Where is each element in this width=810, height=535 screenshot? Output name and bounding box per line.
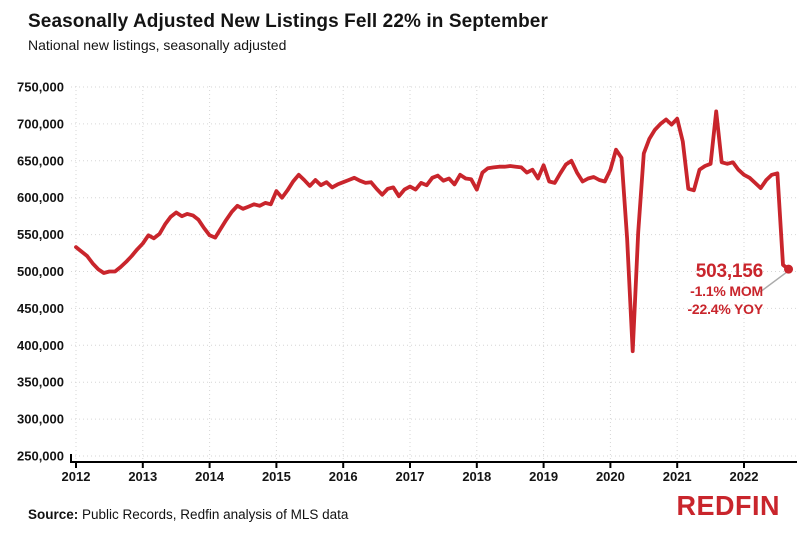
callout-connector-line: [759, 272, 787, 293]
page-title: Seasonally Adjusted New Listings Fell 22…: [28, 11, 548, 32]
x-tick-label: 2020: [596, 469, 625, 484]
x-tick-label: 2015: [262, 469, 291, 484]
y-tick-label: 700,000: [17, 116, 64, 131]
x-tick-label: 2017: [396, 469, 425, 484]
redfin-logo: REDFIN: [676, 490, 780, 522]
source-label: Source:: [28, 507, 79, 522]
latest-value-label: 503,156: [695, 261, 763, 282]
x-tick-label: 2022: [730, 469, 759, 484]
new-listings-series-line: [74, 109, 791, 354]
y-tick-label: 750,000: [17, 80, 64, 95]
latest-point-marker: [784, 264, 794, 274]
mom-change-label: -1.1% MOM: [690, 283, 763, 300]
x-tick-label: 2016: [329, 469, 358, 484]
y-tick-label: 500,000: [17, 264, 64, 279]
x-tick-label: 2021: [663, 469, 692, 484]
x-tick-label: 2014: [195, 469, 225, 484]
x-tick-label: 2018: [462, 469, 491, 484]
y-tick-label: 250,000: [17, 449, 64, 464]
x-tick-label: 2012: [62, 469, 91, 484]
y-tick-label: 350,000: [17, 375, 64, 390]
y-tick-label: 600,000: [17, 190, 64, 205]
yoy-change-label: -22.4% YOY: [687, 300, 763, 317]
source-text: Public Records, Redfin analysis of MLS d…: [78, 507, 349, 522]
latest-value-callout: 503,156 -1.1% MOM -22.4% YOY: [583, 261, 763, 318]
y-tick-label: 650,000: [17, 153, 64, 168]
source-line: Source: Public Records, Redfin analysis …: [28, 507, 348, 522]
y-tick-label: 450,000: [17, 301, 64, 316]
x-tick-label: 2019: [529, 469, 558, 484]
y-tick-label: 400,000: [17, 338, 64, 353]
y-tick-label: 550,000: [17, 227, 64, 242]
page-subtitle: National new listings, seasonally adjust…: [28, 37, 287, 53]
x-tick-label: 2013: [128, 469, 157, 484]
y-tick-label: 300,000: [17, 412, 64, 427]
